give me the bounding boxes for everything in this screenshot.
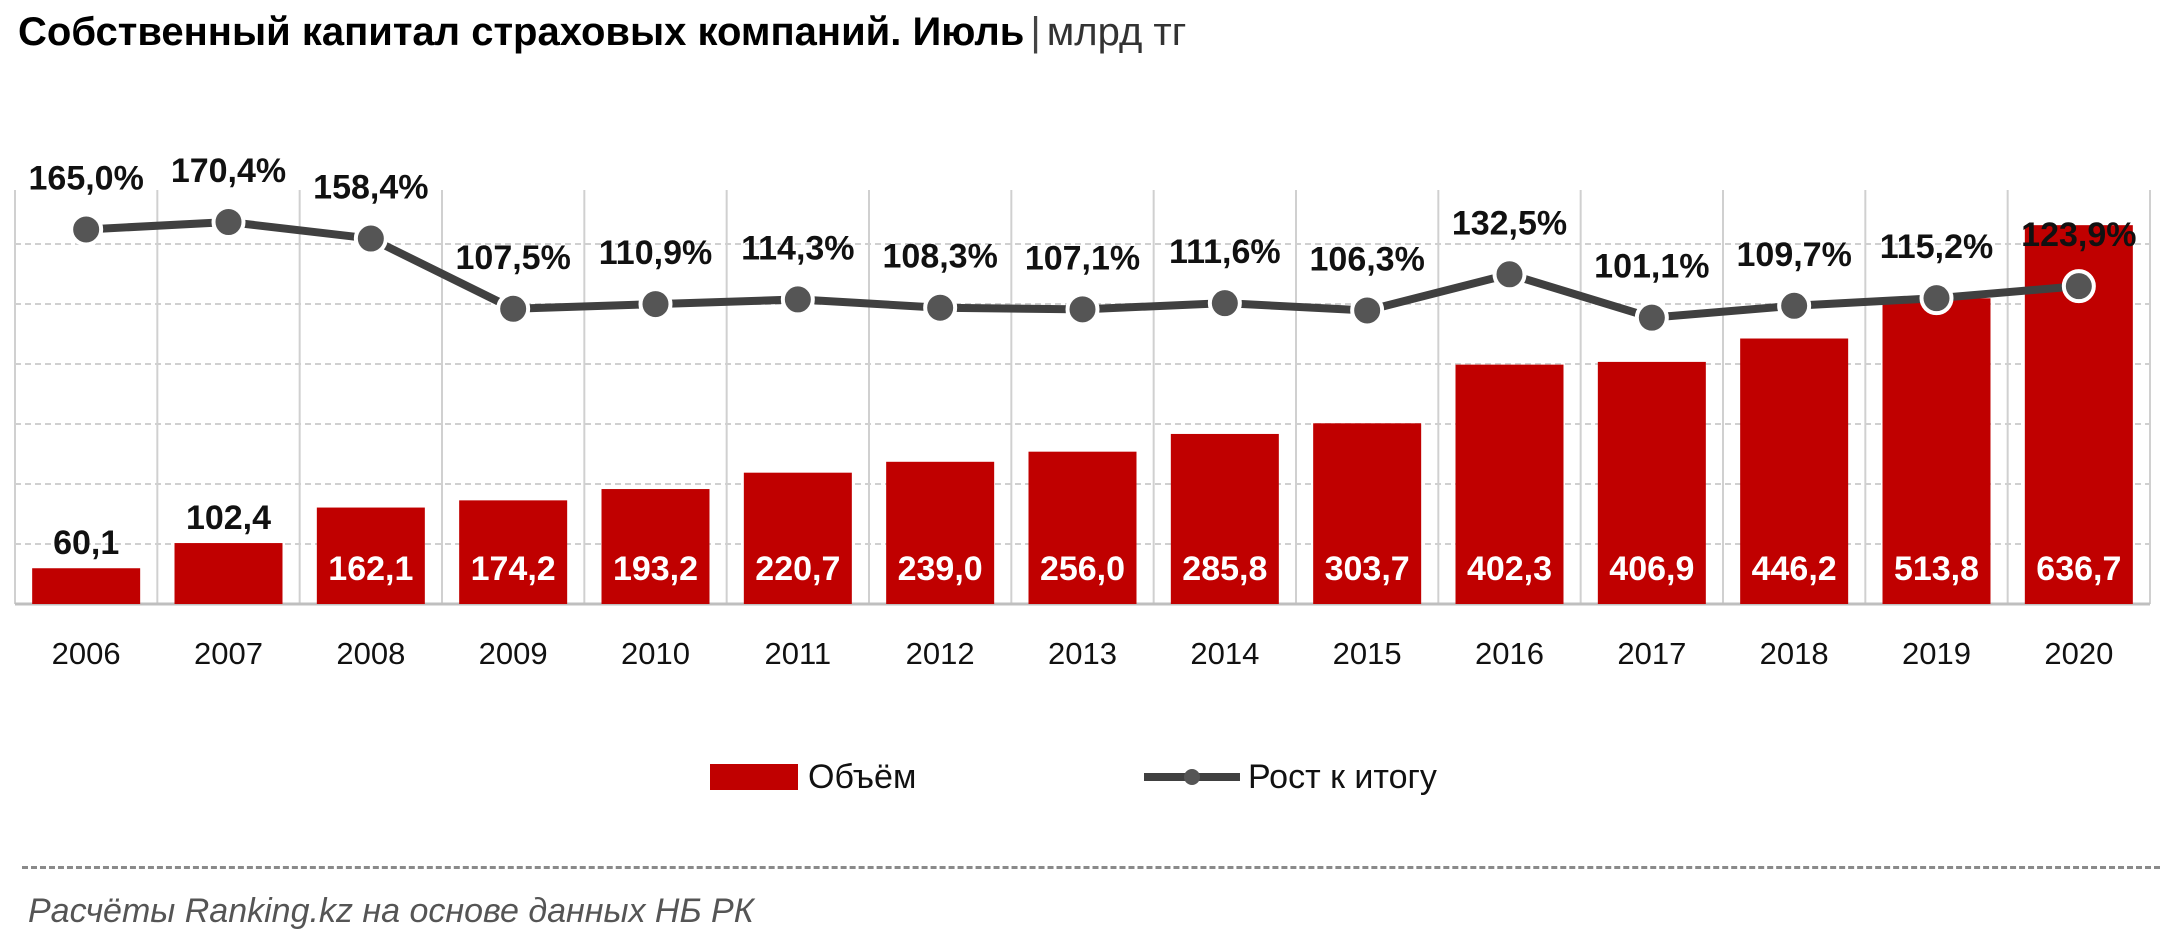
bar-value-label: 239,0: [898, 550, 983, 588]
bar: [1740, 338, 1849, 604]
growth-point: [923, 290, 958, 325]
growth-value-label: 115,2%: [1880, 228, 1993, 266]
bar-value-label: 162,1: [328, 550, 413, 588]
growth-point: [496, 291, 531, 326]
bar: [1455, 364, 1564, 604]
x-tick-label: 2016: [1475, 636, 1544, 671]
bar-series: [32, 225, 2133, 604]
legend-swatch-bar: [710, 764, 798, 790]
footer-divider: [22, 866, 2160, 869]
bar: [1313, 423, 1422, 604]
growth-point: [211, 205, 246, 239]
growth-point: [1777, 288, 1812, 323]
growth-point: [1919, 281, 1954, 316]
legend-swatch-marker: [1184, 769, 1200, 785]
x-tick-label: 2018: [1760, 636, 1829, 671]
bar-value-label: 60,1: [53, 524, 119, 562]
x-tick-label: 2006: [52, 636, 121, 671]
bar: [601, 489, 710, 604]
growth-value-label: 107,5%: [456, 239, 571, 277]
x-tick-label: 2019: [1902, 636, 1971, 671]
bar-value-label: 513,8: [1894, 550, 1979, 588]
source-note: Расчёты Ranking.kz на основе данных НБ Р…: [28, 892, 754, 930]
bar-value-label: 102,4: [186, 499, 271, 537]
growth-point: [2061, 269, 2096, 304]
x-tick-label: 2014: [1190, 636, 1259, 671]
growth-point: [1634, 300, 1669, 335]
x-tick-label: 2012: [906, 636, 975, 671]
growth-value-label: 158,4%: [313, 169, 428, 207]
growth-value-label: 110,9%: [599, 234, 712, 272]
growth-value-label: 114,3%: [741, 229, 854, 267]
chart-title: Собственный капитал страховых компаний. …: [18, 10, 1186, 55]
growth-value-label: 132,5%: [1452, 204, 1567, 242]
growth-point: [1207, 286, 1242, 321]
bar-value-label: 174,2: [471, 550, 556, 588]
growth-value-label: 108,3%: [883, 238, 998, 276]
bar-value-label: 446,2: [1752, 550, 1837, 588]
growth-value-label: 101,1%: [1594, 248, 1709, 286]
growth-value-label: 106,3%: [1310, 240, 1425, 278]
legend-label-growth: Рост к итогу: [1248, 758, 1437, 796]
x-tick-label: 2017: [1617, 636, 1686, 671]
bar: [1597, 361, 1706, 604]
growth-point: [1492, 257, 1527, 292]
bar: [1028, 451, 1137, 604]
x-tick-label: 2010: [621, 636, 690, 671]
growth-point: [780, 282, 815, 317]
bar: [32, 568, 141, 604]
legend: Объём Рост к итогу: [710, 758, 1437, 796]
x-tick-label: 2008: [336, 636, 405, 671]
growth-value-label: 170,4%: [171, 152, 286, 190]
x-tick-label: 2007: [194, 636, 263, 671]
legend-label-volume: Объём: [808, 758, 916, 796]
bar-value-label: 303,7: [1325, 550, 1410, 588]
bar-value-label: 636,7: [2036, 550, 2121, 588]
bar: [1882, 298, 1991, 604]
bar: [886, 461, 995, 604]
bar-value-label: 402,3: [1467, 550, 1552, 588]
bar: [459, 500, 568, 604]
growth-point: [1350, 293, 1385, 328]
growth-point: [1065, 292, 1100, 327]
growth-point: [353, 221, 388, 256]
x-tick-label: 2011: [764, 636, 831, 671]
bar-value-label: 193,2: [613, 550, 698, 588]
x-tick-label: 2009: [479, 636, 548, 671]
growth-point: [638, 287, 673, 322]
chart-unit: млрд тг: [1046, 10, 1187, 54]
bar: [316, 507, 425, 604]
bar-value-label: 220,7: [755, 550, 840, 588]
bar: [174, 543, 283, 604]
growth-value-label: 111,6%: [1169, 233, 1281, 271]
x-tick-label: 2013: [1048, 636, 1117, 671]
growth-value-label: 123,9%: [2021, 216, 2136, 254]
bar-value-label: 285,8: [1182, 550, 1267, 588]
x-tick-label: 2020: [2044, 636, 2113, 671]
growth-value-label: 109,7%: [1737, 236, 1852, 274]
growth-point: [69, 212, 104, 247]
bar-value-label: 406,9: [1609, 550, 1694, 588]
bar: [743, 472, 852, 604]
chart-title-main: Собственный капитал страховых компаний. …: [18, 10, 1025, 54]
x-tick-label: 2015: [1333, 636, 1402, 671]
chart-svg: 60,1 102,4 162,1 174,2 193,2 220,7 239,0 256,0 2…: [14, 152, 2151, 796]
title-separator: |: [1030, 10, 1041, 54]
growth-value-label: 165,0%: [29, 159, 144, 197]
bar: [1170, 433, 1279, 604]
bar-value-label: 256,0: [1040, 550, 1125, 588]
growth-value-label: 107,1%: [1025, 239, 1140, 277]
